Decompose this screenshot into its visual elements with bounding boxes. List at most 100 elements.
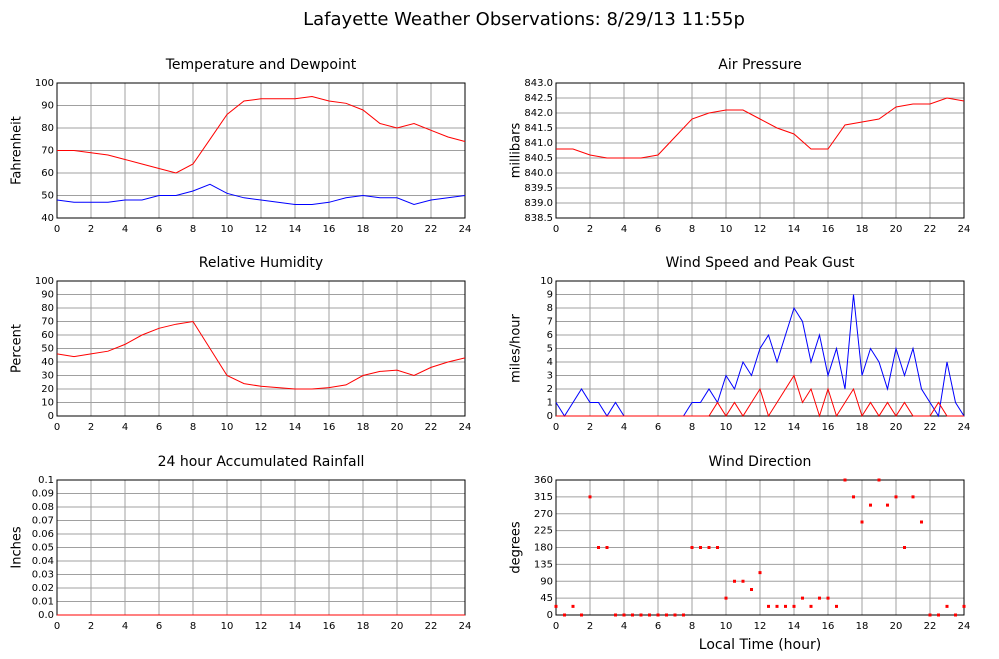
x-tick-label: 10	[221, 224, 234, 235]
x-tick-label: 24	[459, 422, 472, 433]
data-point	[580, 613, 583, 617]
y-tick-label: 40	[41, 213, 54, 224]
x-tick-label: 18	[357, 422, 370, 433]
y-tick-label: 0.08	[32, 502, 54, 513]
data-point	[741, 579, 745, 583]
x-tick-label: 24	[958, 422, 971, 433]
data-point	[911, 495, 915, 499]
y-tick-label: 0.09	[32, 489, 54, 500]
y-tick-label: 0.0	[38, 610, 54, 621]
y-tick-label: 60	[41, 168, 54, 179]
x-tick-label: 12	[255, 422, 268, 433]
x-tick-label: 12	[255, 621, 268, 632]
x-tick-label: 2	[88, 224, 94, 235]
data-point	[648, 613, 651, 617]
y-tick-label: 0.01	[32, 597, 54, 608]
x-tick-label: 16	[323, 422, 336, 433]
y-tick-label: 70	[41, 317, 54, 328]
x-tick-label: 12	[754, 224, 767, 235]
x-tick-label: 8	[190, 422, 196, 433]
x-tick-label: 0	[54, 422, 60, 433]
x-tick-label: 24	[459, 224, 472, 235]
data-point	[571, 604, 575, 608]
x-axis-label: Local Time (hour)	[699, 637, 821, 653]
data-point	[860, 520, 864, 524]
y-tick-label: 841.5	[524, 123, 553, 134]
data-point	[920, 520, 923, 524]
y-tick-label: 2	[547, 384, 553, 395]
x-tick-label: 6	[156, 224, 162, 235]
y-tick-label: 0	[48, 411, 54, 422]
data-point	[699, 546, 702, 549]
x-tick-label: 4	[122, 621, 128, 632]
x-tick-label: 4	[621, 621, 627, 632]
data-point	[597, 546, 600, 549]
y-tick-label: 45	[540, 593, 553, 604]
y-axis-label: Inches	[10, 526, 25, 568]
data-point	[775, 604, 779, 608]
x-tick-label: 16	[323, 621, 336, 632]
data-point	[869, 503, 872, 507]
x-tick-label: 14	[289, 621, 302, 632]
data-point	[622, 613, 626, 617]
x-tick-label: 0	[54, 621, 60, 632]
x-tick-label: 22	[924, 422, 937, 433]
x-tick-label: 22	[924, 224, 937, 235]
y-tick-label: 842.0	[524, 108, 553, 119]
x-tick-label: 20	[890, 422, 903, 433]
x-tick-label: 2	[88, 422, 94, 433]
y-tick-label: 0.05	[32, 543, 54, 554]
data-point	[801, 596, 804, 600]
y-tick-label: 225	[534, 526, 553, 537]
y-tick-label: 40	[41, 357, 54, 368]
y-tick-label: 8	[547, 303, 553, 314]
x-tick-label: 22	[425, 224, 438, 235]
y-tick-label: 5	[547, 344, 553, 355]
x-tick-label: 20	[391, 621, 404, 632]
chart-title: Air Pressure	[718, 57, 801, 73]
y-tick-label: 270	[534, 509, 553, 520]
y-tick-label: 840.0	[524, 168, 553, 179]
data-point	[835, 604, 838, 608]
x-tick-label: 6	[156, 621, 162, 632]
x-tick-label: 0	[54, 224, 60, 235]
y-axis-label: millibars	[509, 123, 524, 179]
chart-title: Temperature and Dewpoint	[165, 57, 357, 73]
x-tick-label: 12	[754, 422, 767, 433]
data-point	[767, 604, 770, 608]
x-tick-label: 14	[788, 224, 801, 235]
x-tick-label: 18	[856, 621, 869, 632]
data-line	[556, 97, 965, 159]
x-tick-label: 10	[221, 422, 234, 433]
data-point	[750, 588, 753, 591]
x-tick-label: 8	[190, 224, 196, 235]
data-point	[962, 604, 966, 608]
x-tick-label: 24	[958, 224, 971, 235]
y-tick-label: 80	[41, 303, 54, 314]
y-tick-label: 70	[41, 146, 54, 157]
y-tick-label: 10	[41, 398, 54, 409]
y-tick-label: 842.5	[524, 93, 553, 104]
x-tick-label: 16	[323, 224, 336, 235]
x-tick-label: 8	[689, 422, 695, 433]
y-tick-label: 50	[41, 191, 54, 202]
x-tick-label: 16	[822, 224, 835, 235]
plot-frame	[555, 479, 965, 616]
x-tick-label: 18	[357, 621, 370, 632]
y-tick-label: 7	[547, 317, 553, 328]
x-tick-label: 20	[890, 224, 903, 235]
data-point	[631, 613, 634, 617]
x-tick-label: 18	[856, 224, 869, 235]
y-tick-label: 6	[547, 330, 553, 341]
x-tick-label: 2	[88, 621, 94, 632]
y-tick-label: 60	[41, 330, 54, 341]
chart-title: 24 hour Accumulated Rainfall	[158, 454, 365, 470]
x-tick-label: 12	[754, 621, 767, 632]
y-tick-label: 90	[540, 576, 553, 587]
y-tick-label: 0.06	[32, 529, 54, 540]
data-point	[588, 495, 592, 499]
y-tick-label: 841.0	[524, 138, 553, 149]
data-point	[894, 495, 898, 499]
data-point	[605, 546, 609, 549]
data-point	[665, 613, 668, 617]
